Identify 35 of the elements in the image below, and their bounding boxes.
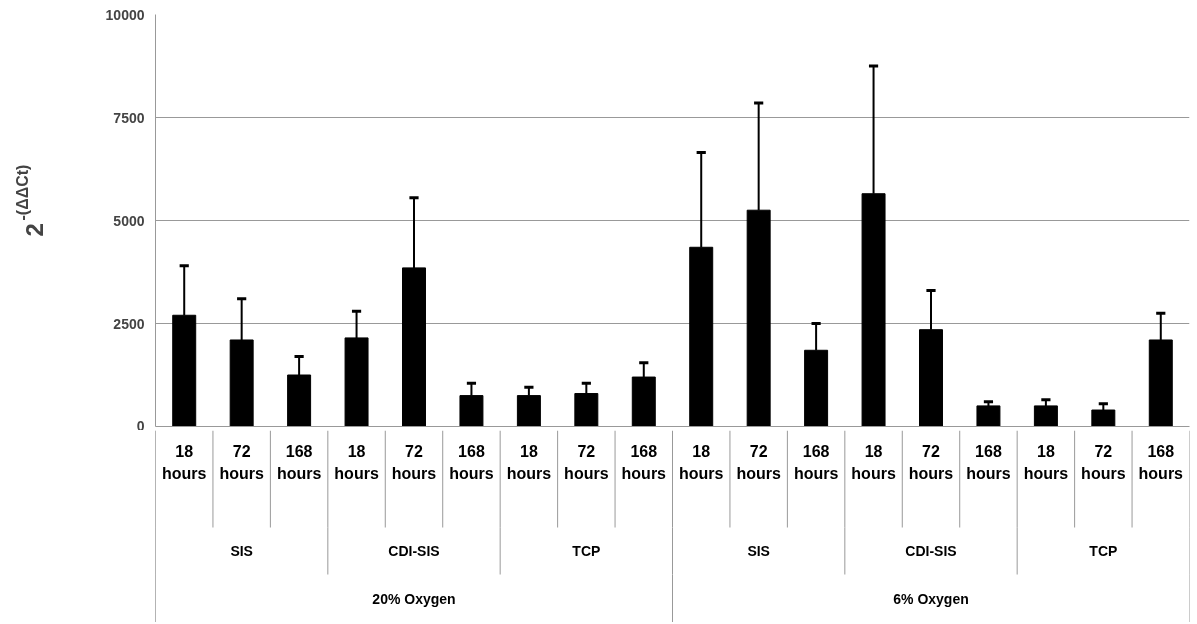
text: CDI-SIS [388, 543, 440, 559]
bar [976, 405, 1001, 427]
x-tick-label: 72 hours [1081, 442, 1126, 482]
y-axis-title: 2-(ΔΔCt) [13, 164, 48, 237]
text: TCP [1089, 543, 1118, 559]
x-tick-label: 18 hours [1023, 442, 1069, 482]
x-tick-label: 72 hours [564, 442, 609, 482]
text: SIS [230, 543, 253, 559]
x-tick-label: 18 hours [506, 442, 552, 482]
y-tick-label: 10000 [105, 6, 145, 23]
x-tick-label: 72 hours [736, 442, 781, 482]
x-tick-label: 18 hours [162, 442, 207, 482]
x-tick-label: 168 hours [793, 442, 839, 482]
text: SIS [747, 543, 770, 559]
x-tick-label: 72 hours [391, 442, 437, 482]
text: CDI-SIS [905, 543, 957, 559]
text: 6% Oxygen [893, 590, 969, 607]
x-tick-label: 168 hours [966, 442, 1011, 482]
x-tick-label: 168 hours [1138, 442, 1184, 482]
x-tick-label: 168 hours [621, 442, 667, 482]
text: 20% Oxygen [372, 590, 456, 607]
text: TCP [572, 543, 601, 559]
y-tick-label: 0 [136, 417, 145, 434]
x-tick-label: 18 hours [679, 442, 724, 482]
x-tick-label: 168 hours [449, 442, 494, 482]
bar [1091, 409, 1116, 427]
x-tick-label: 18 hours [334, 442, 379, 482]
y-tick-label: 7500 [113, 109, 145, 126]
y-tick-label: 5000 [113, 212, 145, 229]
x-tick-label: 72 hours [219, 442, 264, 482]
x-tick-label: 168 hours [276, 442, 322, 482]
x-tick-label: 18 hours [851, 442, 896, 482]
x-tick-label: 72 hours [908, 442, 954, 482]
bar [1033, 405, 1058, 427]
y-tick-label: 2500 [113, 315, 145, 332]
